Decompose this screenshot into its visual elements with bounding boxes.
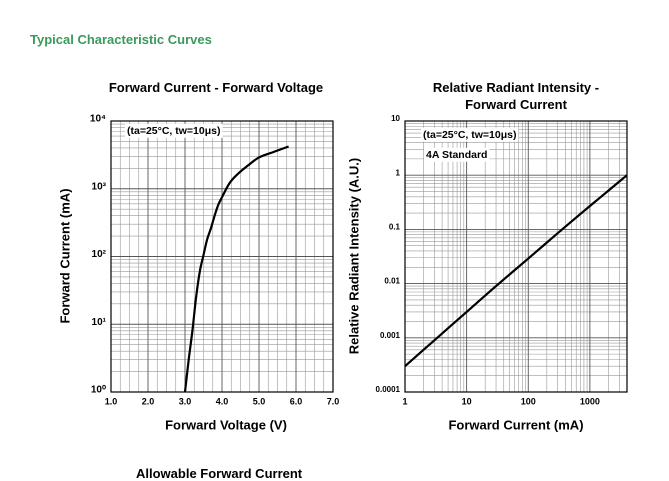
curve bbox=[183, 145, 289, 393]
x-tick-label: 4.0 bbox=[216, 396, 229, 406]
x-tick-label: 100 bbox=[521, 396, 536, 406]
x-tick-label: 6.0 bbox=[290, 396, 303, 406]
x-tick-label: 5.0 bbox=[253, 396, 266, 406]
plot-frame bbox=[404, 120, 628, 393]
x-axis-label: Forward Voltage (V) bbox=[165, 417, 287, 432]
annotation-bg bbox=[424, 147, 490, 162]
x-tick-label: 7.0 bbox=[327, 396, 340, 406]
annotation: (ta=25°C, tw=10μs) bbox=[423, 129, 517, 141]
y-tick-label: 10³ bbox=[92, 181, 107, 192]
section-heading: Typical Characteristic Curves bbox=[30, 32, 212, 47]
plot-frame bbox=[110, 120, 334, 393]
x-tick-label: 1 bbox=[402, 396, 407, 406]
y-tick-label: 10 bbox=[391, 114, 400, 123]
y-tick-label: 0.1 bbox=[389, 223, 401, 232]
x-tick-label: 2.0 bbox=[142, 396, 155, 406]
y-tick-label: 0.001 bbox=[380, 331, 401, 340]
x-tick-label: 1.0 bbox=[105, 396, 118, 406]
y-tick-label: 10² bbox=[92, 249, 107, 260]
y-tick-label: 0.0001 bbox=[376, 385, 401, 394]
annotation: 4A Standard bbox=[426, 149, 487, 161]
y-tick-label: 0.01 bbox=[384, 277, 400, 286]
y-tick-label: 10¹ bbox=[92, 317, 107, 328]
chart-title: Forward Current - Forward Voltage bbox=[108, 80, 324, 95]
x-tick-label: 10 bbox=[462, 396, 472, 406]
annotation-bg bbox=[421, 127, 519, 142]
y-tick-label: 1 bbox=[396, 168, 401, 177]
curve bbox=[404, 174, 628, 367]
x-tick-label: 1000 bbox=[580, 396, 600, 406]
x-tick-label: 3.0 bbox=[179, 396, 192, 406]
y-axis-label: Relative Radiant Intensity (A.U.) bbox=[346, 158, 361, 354]
y-tick-label: 10⁴ bbox=[90, 114, 106, 125]
y-tick-label: 10⁰ bbox=[91, 385, 106, 396]
x-axis-label: Forward Current (mA) bbox=[448, 417, 583, 432]
chart-title: Relative Radiant Intensity - Forward Cur… bbox=[432, 80, 600, 112]
y-axis-label: Forward Current (mA) bbox=[57, 188, 72, 323]
annotation: (ta=25°C, tw=10μs) bbox=[127, 125, 221, 137]
annotation-bg bbox=[125, 123, 223, 138]
